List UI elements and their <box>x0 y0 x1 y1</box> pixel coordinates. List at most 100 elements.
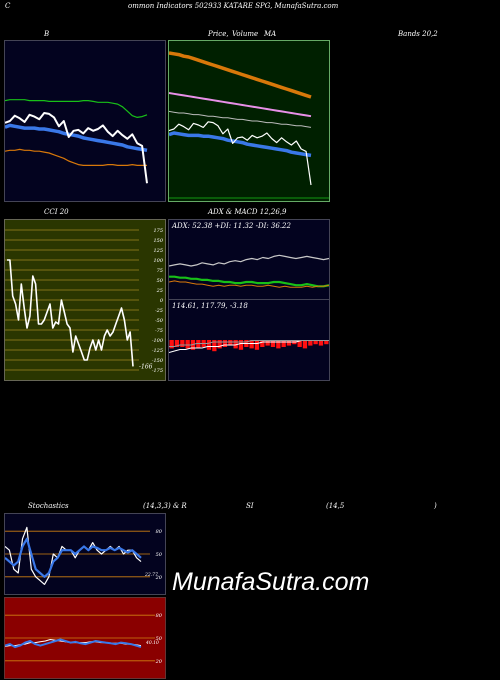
stoch-tick-label: 80 <box>156 529 163 535</box>
macd-values: 114.61, 117.79, -3.18 <box>172 302 248 310</box>
rsi-last-label: 40.10 <box>145 640 159 646</box>
macd-histogram-bar <box>228 340 233 346</box>
stoch-tick-label: 50 <box>156 552 163 558</box>
plus-di-line <box>169 280 329 288</box>
rsi-tick-label: 80 <box>156 613 163 619</box>
adx-panel: ADX: 52.38 +DI: 11.32 -DI: 36.22 <box>168 219 330 301</box>
price-line <box>169 121 312 186</box>
middle-band-line <box>5 123 148 153</box>
stoch-title-e: ) <box>434 502 437 510</box>
header-title: ommon Indicators 502933 KATARE SPG, Muna… <box>128 2 339 10</box>
adx-line <box>169 275 329 288</box>
cci-tick-label: 175 <box>153 228 163 234</box>
stochastics-panel: 80 50 20 22.77 <box>4 513 166 595</box>
stoch-title-a: Stochastics <box>28 502 69 510</box>
adx-chart <box>169 220 329 300</box>
cci-tick-label: 75 <box>157 268 163 274</box>
panel-background <box>169 220 329 300</box>
cci-tick-label: -125 <box>152 348 163 354</box>
price-ma-panel <box>168 40 330 202</box>
cci-tick-label: 150 <box>153 238 163 244</box>
rsi-tick-label: 50 <box>156 636 163 642</box>
cci-last-label: -166 <box>139 363 153 370</box>
lower-band-line <box>5 148 147 167</box>
stoch-title-d: (14,5 <box>326 502 345 510</box>
bands-chart <box>5 41 165 201</box>
cci-chart: 175 150 125 100 75 50 25 0 -25 -50 -75 -100 -125 -150… <box>5 220 165 380</box>
bands-panel <box>4 40 166 202</box>
volume-ma-line <box>169 51 312 99</box>
watermark: MunafaSutra.com <box>172 568 370 596</box>
price-line <box>5 112 148 184</box>
macd-histogram-bar <box>297 340 302 347</box>
macd-histogram-bar <box>286 340 292 346</box>
adx-title: ADX & MACD 12,26,9 <box>208 208 287 216</box>
stoch-tick-label: 20 <box>155 575 163 581</box>
stoch-title-b: (14,3,3) & R <box>143 502 187 510</box>
cci-title: CCI 20 <box>44 208 69 216</box>
macd-histogram-bar <box>265 340 270 346</box>
macd-histogram-bar <box>281 340 286 347</box>
cci-tick-label: -50 <box>155 318 164 324</box>
macd-histogram-bar <box>238 340 244 350</box>
macd-histogram-bar <box>270 340 276 347</box>
bands-title: Bands 20,2 <box>398 30 438 38</box>
macd-histogram-bar <box>276 340 281 349</box>
macd-histogram-bar <box>206 340 212 350</box>
cci-tick-label: -25 <box>155 308 163 314</box>
stoch-d-line <box>5 537 142 578</box>
panel-background <box>169 41 329 201</box>
cci-line <box>7 259 134 367</box>
upper-band-line <box>5 99 148 119</box>
macd-histogram-bar <box>180 340 185 347</box>
macd-histogram-bar <box>318 340 324 346</box>
macd-histogram-bar <box>324 340 329 345</box>
macd-histogram-bar <box>185 340 190 349</box>
cci-tick-label: 125 <box>153 248 163 254</box>
macd-histogram-bar <box>222 340 228 347</box>
cci-tick-label: -175 <box>152 368 163 374</box>
macd-signal-line <box>169 340 329 347</box>
macd-histogram-bar <box>260 340 265 347</box>
macd-histogram-bar <box>169 340 174 349</box>
macd-histogram-bar <box>233 340 238 349</box>
stoch-k-line <box>5 526 142 586</box>
cci-tick-label: 50 <box>157 278 164 284</box>
cci-tick-label: -100 <box>152 338 164 344</box>
cci-tick-label: -75 <box>155 328 163 334</box>
macd-histogram-bar <box>302 340 308 349</box>
rsi-line <box>5 638 142 649</box>
cci-tick-label: 100 <box>153 258 163 264</box>
stoch-last-label: 22.77 <box>144 572 158 578</box>
adx-values: ADX: 52.38 +DI: 11.32 -DI: 36.22 <box>172 222 291 230</box>
panel-background <box>5 41 165 201</box>
macd-histogram-bar <box>313 340 318 345</box>
cci-tick-label: 0 <box>160 298 164 304</box>
macd-histogram-bar <box>212 340 217 352</box>
ma-gray-line <box>169 110 312 128</box>
stoch-title-c: SI <box>246 502 254 510</box>
ma-title: MA <box>264 30 277 38</box>
macd-histogram-bar <box>196 340 201 349</box>
macd-histogram-bar <box>249 340 254 349</box>
price-ma-chart <box>169 41 329 201</box>
volume-title: Volume <box>232 30 259 38</box>
cci-panel: 175 150 125 100 75 50 25 0 -25 -50 -75 -100 -125 -150… <box>4 219 166 381</box>
cci-tick-label: 25 <box>156 288 163 294</box>
macd-panel: 114.61, 117.79, -3.18 <box>168 299 330 381</box>
header-left: C <box>5 2 11 10</box>
price-title: Price, <box>208 30 229 38</box>
macd-chart <box>169 300 329 380</box>
rsi-chart: 80 50 20 40.10 <box>5 598 165 678</box>
rsi-panel: 80 50 20 40.10 <box>4 597 166 679</box>
ma-blue-line <box>169 131 312 158</box>
cci-tick-label: -150 <box>152 358 164 364</box>
macd-histogram-bar <box>174 340 180 347</box>
macd-histogram-bar <box>308 340 313 346</box>
minus-di-line <box>169 254 329 267</box>
rsi-tick-label: 20 <box>155 659 163 665</box>
macd-histogram-bar <box>217 340 222 349</box>
macd-histogram-bar <box>254 340 260 350</box>
b-title: B <box>44 30 50 38</box>
